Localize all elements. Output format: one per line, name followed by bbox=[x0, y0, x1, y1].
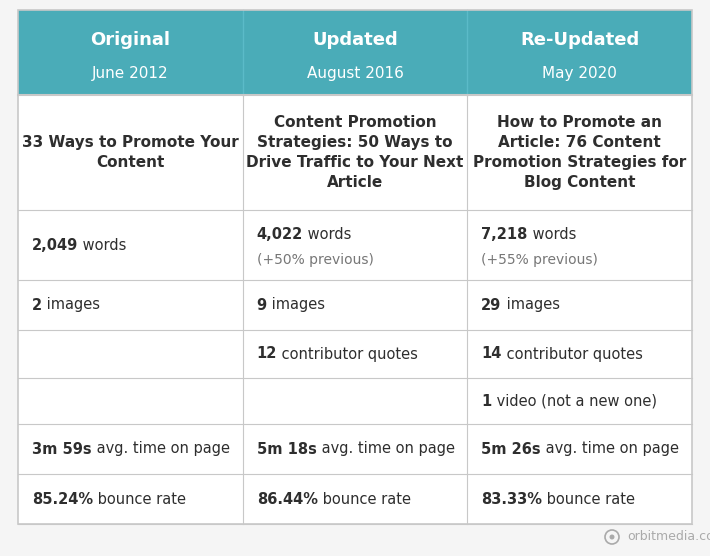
Bar bbox=[18, 424, 692, 474]
Bar bbox=[18, 474, 692, 524]
Text: 2: 2 bbox=[32, 297, 42, 312]
Circle shape bbox=[609, 534, 614, 539]
Text: bounce rate: bounce rate bbox=[542, 492, 635, 507]
Text: May 2020: May 2020 bbox=[542, 66, 617, 81]
Text: Original: Original bbox=[90, 31, 170, 49]
Text: contributor quotes: contributor quotes bbox=[502, 346, 643, 361]
Text: video (not a new one): video (not a new one) bbox=[491, 394, 657, 409]
Text: (+50% previous): (+50% previous) bbox=[257, 252, 373, 267]
Text: 1: 1 bbox=[481, 394, 491, 409]
Text: 85.24%: 85.24% bbox=[32, 492, 93, 507]
Text: Content Promotion
Strategies: 50 Ways to
Drive Traffic to Your Next
Article: Content Promotion Strategies: 50 Ways to… bbox=[246, 115, 464, 190]
Text: 7,218: 7,218 bbox=[481, 227, 528, 242]
Text: June 2012: June 2012 bbox=[92, 66, 169, 81]
Text: avg. time on page: avg. time on page bbox=[541, 441, 679, 456]
Text: Updated: Updated bbox=[312, 31, 398, 49]
Text: images: images bbox=[501, 297, 559, 312]
Text: words: words bbox=[303, 227, 351, 242]
Text: (+55% previous): (+55% previous) bbox=[481, 252, 599, 267]
Bar bbox=[18, 378, 692, 424]
Text: 83.33%: 83.33% bbox=[481, 492, 542, 507]
Text: bounce rate: bounce rate bbox=[93, 492, 186, 507]
Text: images: images bbox=[267, 297, 324, 312]
Text: orbitmedia.com: orbitmedia.com bbox=[627, 530, 710, 544]
Text: 2,049: 2,049 bbox=[32, 237, 78, 252]
Bar bbox=[18, 280, 692, 330]
Text: 9: 9 bbox=[257, 297, 267, 312]
Text: 5m 18s: 5m 18s bbox=[257, 441, 317, 456]
Text: avg. time on page: avg. time on page bbox=[92, 441, 229, 456]
Text: Re-Updated: Re-Updated bbox=[520, 31, 639, 49]
Bar bbox=[18, 330, 692, 378]
Text: avg. time on page: avg. time on page bbox=[317, 441, 454, 456]
Text: contributor quotes: contributor quotes bbox=[277, 346, 418, 361]
Text: 5m 26s: 5m 26s bbox=[481, 441, 541, 456]
Bar bbox=[18, 10, 692, 95]
Text: August 2016: August 2016 bbox=[307, 66, 403, 81]
Text: images: images bbox=[42, 297, 100, 312]
Text: 3m 59s: 3m 59s bbox=[32, 441, 92, 456]
Text: words: words bbox=[528, 227, 576, 242]
Text: 12: 12 bbox=[257, 346, 277, 361]
Text: 14: 14 bbox=[481, 346, 502, 361]
Bar bbox=[18, 95, 692, 210]
Text: 29: 29 bbox=[481, 297, 501, 312]
Text: 33 Ways to Promote Your
Content: 33 Ways to Promote Your Content bbox=[22, 135, 239, 170]
Bar bbox=[18, 210, 692, 280]
Text: bounce rate: bounce rate bbox=[317, 492, 410, 507]
Text: 86.44%: 86.44% bbox=[257, 492, 317, 507]
Text: How to Promote an
Article: 76 Content
Promotion Strategies for
Blog Content: How to Promote an Article: 76 Content Pr… bbox=[473, 115, 687, 190]
Text: 4,022: 4,022 bbox=[257, 227, 303, 242]
Text: words: words bbox=[78, 237, 126, 252]
